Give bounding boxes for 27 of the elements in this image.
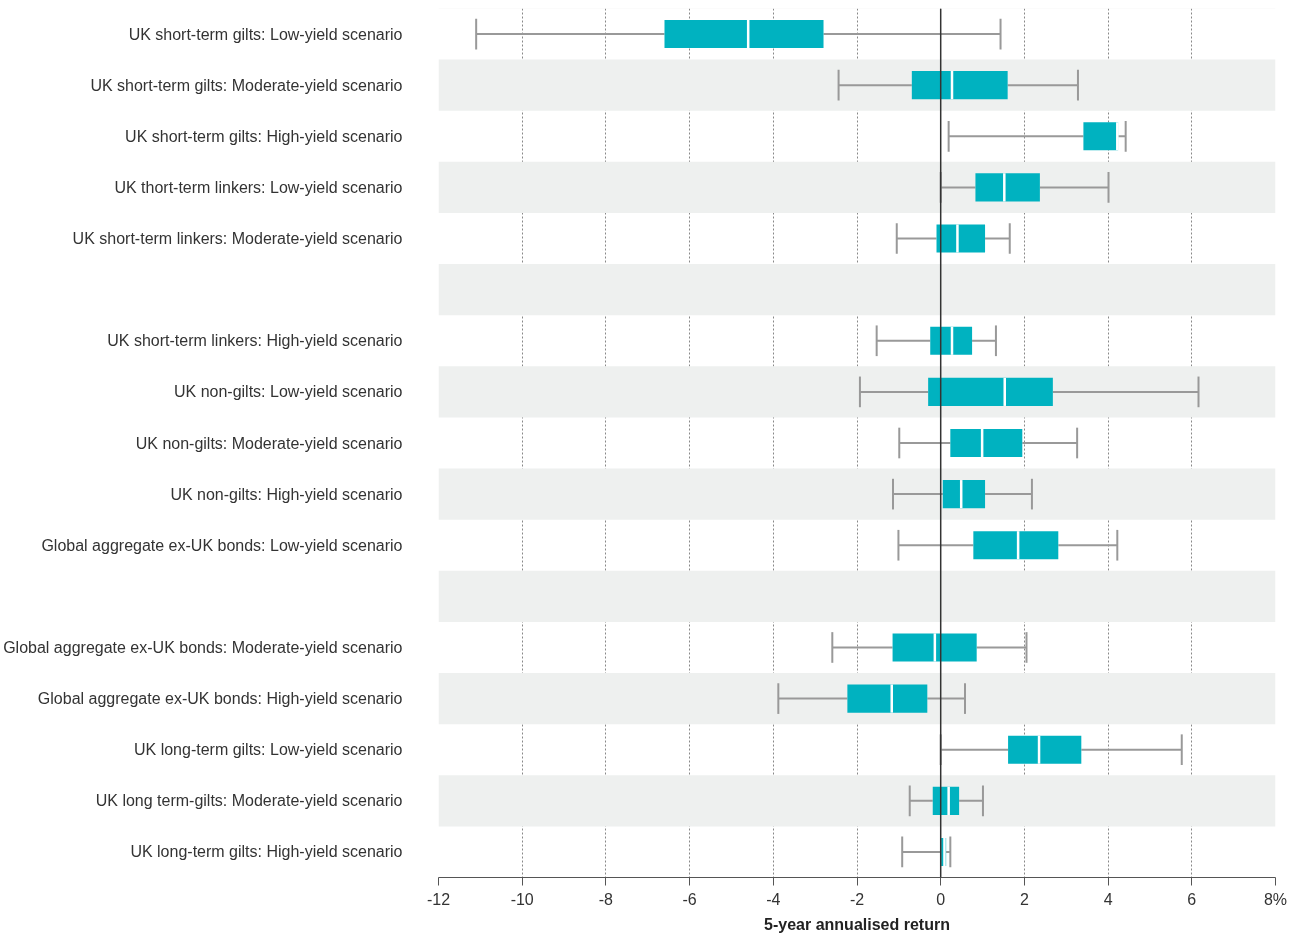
y-tick-label: UK long term-gilts: Moderate-yield scenario [95, 792, 403, 810]
x-tick-label: -12 [426, 890, 451, 908]
x-tick-label: -8 [598, 890, 614, 908]
y-tick-label: UK short-term gilts: Moderate-yield scenario [90, 76, 403, 94]
y-tick-label: Global aggregate ex-UK bonds: Low-yield scenario [41, 536, 403, 554]
y-tick-label: UK short-term linkers: Moderate-yield scenario [72, 230, 403, 248]
x-tick-label: -10 [510, 890, 534, 908]
y-tick-label: Global aggregate ex-UK bonds: High-yield scenario [37, 690, 403, 708]
y-tick-label: UK non-gilts: Low-yield scenario [173, 383, 403, 401]
y-tick-label: UK short-term gilts: Low-yield scenario [128, 25, 403, 43]
y-tick-label: UK non-gilts: Moderate-yield scenario [135, 434, 403, 452]
x-tick-label: -4 [766, 890, 781, 908]
x-tick-label: 0 [936, 890, 946, 908]
y-tick-label: UK short-term linkers: High-yield scenario [107, 332, 403, 350]
y-tick-label: UK short-term gilts: High-yield scenario [125, 127, 403, 145]
x-tick-label: -6 [682, 890, 697, 908]
x-tick-label: -2 [849, 890, 865, 908]
y-tick-label: UK thort-term linkers: Low-yield scenario [114, 178, 403, 196]
x-tick-label: 2 [1019, 890, 1029, 908]
x-axis-title: 5-year annualised return [764, 915, 950, 933]
y-tick-label: UK non-gilts: High-yield scenario [170, 485, 403, 503]
x-tick-label: 4 [1103, 890, 1113, 908]
y-tick-label: UK long-term gilts: High-yield scenario [130, 843, 403, 861]
y-tick-label: Global aggregate ex-UK bonds: Moderate-yield scenario [3, 638, 403, 656]
x-tick-label: 8% [1263, 890, 1288, 908]
y-tick-label: UK long-term gilts: Low-yield scenario [133, 741, 403, 759]
x-tick-label: 6 [1187, 890, 1197, 908]
